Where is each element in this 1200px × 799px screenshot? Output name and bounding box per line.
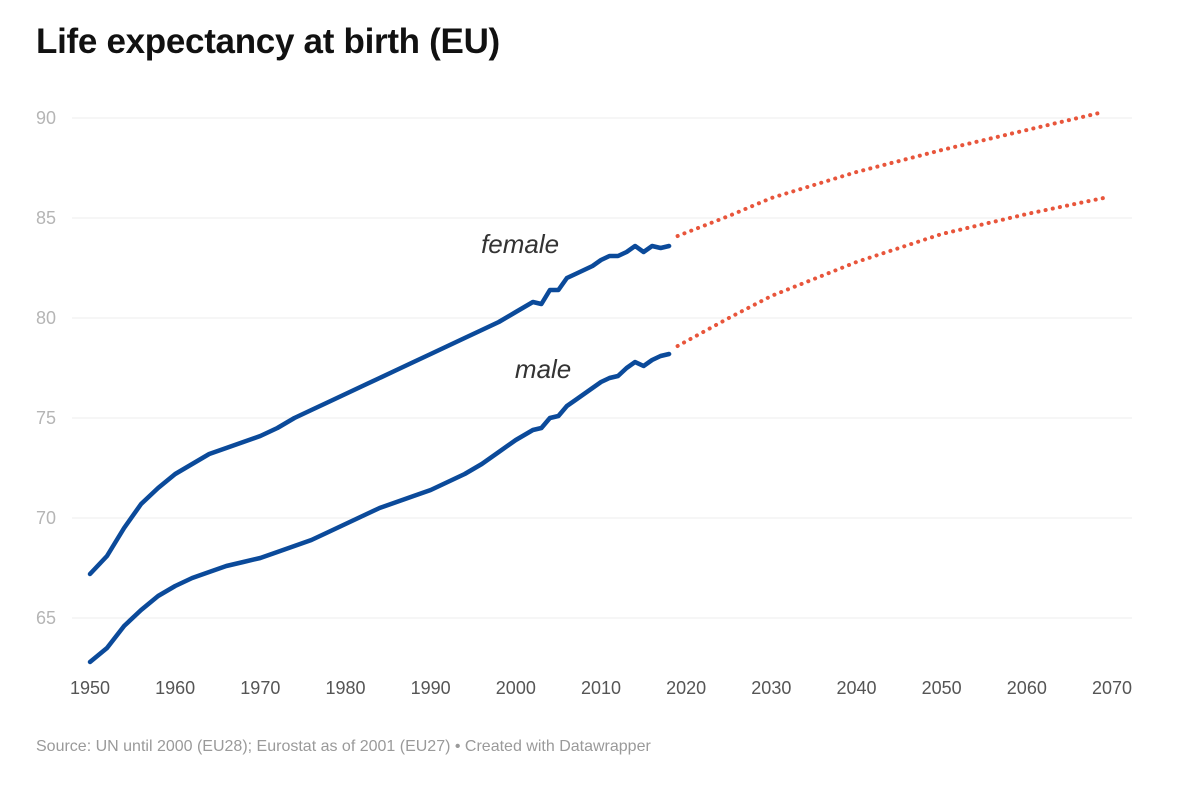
x-tick-label: 1990: [411, 678, 451, 698]
y-tick-label: 70: [36, 508, 56, 528]
x-tick-label: 1970: [240, 678, 280, 698]
grid-lines: [72, 117, 1132, 619]
y-tick-label: 65: [36, 608, 56, 628]
x-tick-label: 2050: [922, 678, 962, 698]
series-line-male: [87, 351, 672, 665]
series-lines: [87, 110, 1106, 665]
series-label-male: male: [515, 354, 571, 384]
chart-title: Life expectancy at birth (EU): [36, 22, 500, 61]
x-tick-label: 2040: [836, 678, 876, 698]
x-tick-label: 2010: [581, 678, 621, 698]
y-axis-ticks: 65 70 75 80 85 90: [36, 108, 56, 628]
series-annotations: female male: [481, 229, 571, 384]
x-tick-label: 1960: [155, 678, 195, 698]
series-line-female: [87, 243, 672, 577]
source-note: Source: UN until 2000 (EU28); Eurostat a…: [36, 738, 651, 755]
y-tick-label: 90: [36, 108, 56, 128]
x-tick-label: 2070: [1092, 678, 1132, 698]
y-tick-label: 85: [36, 208, 56, 228]
x-tick-label: 2000: [496, 678, 536, 698]
x-tick-label: 2030: [751, 678, 791, 698]
x-tick-label: 1980: [325, 678, 365, 698]
x-tick-label: 2020: [666, 678, 706, 698]
projection-line-2: [675, 196, 1106, 348]
series-label-female: female: [481, 229, 559, 259]
projection-line-1: [675, 110, 1106, 238]
x-tick-label: 2060: [1007, 678, 1047, 698]
x-tick-label: 1950: [70, 678, 110, 698]
y-tick-label: 80: [36, 308, 56, 328]
y-tick-label: 75: [36, 408, 56, 428]
x-axis-ticks: 1950 1960 1970 1980 1990 2000 2010 2020 2030 2040…: [70, 678, 1132, 698]
